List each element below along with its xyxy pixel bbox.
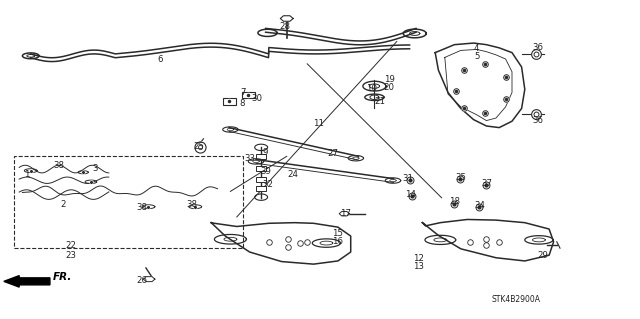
Text: 36: 36 xyxy=(532,43,543,52)
Bar xyxy=(256,154,266,159)
Text: STK4B2900A: STK4B2900A xyxy=(492,295,541,304)
Text: 20: 20 xyxy=(383,83,395,92)
Text: 33: 33 xyxy=(244,154,255,163)
Text: 38: 38 xyxy=(136,203,148,212)
Text: 25: 25 xyxy=(193,142,204,151)
Polygon shape xyxy=(339,211,349,216)
Text: 14: 14 xyxy=(405,190,417,199)
Text: 31: 31 xyxy=(403,174,414,182)
Text: 18: 18 xyxy=(449,197,460,206)
Bar xyxy=(256,177,266,182)
Bar xyxy=(256,166,266,171)
Text: 36: 36 xyxy=(532,116,543,125)
Text: 4: 4 xyxy=(474,44,479,53)
Text: 32: 32 xyxy=(262,180,273,189)
Text: 23: 23 xyxy=(65,251,76,260)
Text: 7: 7 xyxy=(241,88,246,97)
Text: 21: 21 xyxy=(374,97,386,106)
Text: 17: 17 xyxy=(340,209,351,218)
Text: 35: 35 xyxy=(455,173,467,182)
Text: 2: 2 xyxy=(60,200,65,209)
Text: 38: 38 xyxy=(53,161,65,170)
Bar xyxy=(242,92,255,98)
Text: 15: 15 xyxy=(332,229,344,238)
Text: 26: 26 xyxy=(136,276,148,285)
Text: 8: 8 xyxy=(239,99,244,108)
Text: 22: 22 xyxy=(65,241,76,250)
Text: 10: 10 xyxy=(365,84,377,93)
Text: 16: 16 xyxy=(332,237,344,246)
Polygon shape xyxy=(143,277,155,282)
Bar xyxy=(256,186,266,191)
Bar xyxy=(223,98,236,105)
Text: 39: 39 xyxy=(260,167,271,176)
Text: 29: 29 xyxy=(538,251,548,260)
Text: 1: 1 xyxy=(24,170,29,179)
Text: 24: 24 xyxy=(287,170,299,179)
Text: 30: 30 xyxy=(252,94,263,103)
Text: 38: 38 xyxy=(186,200,198,209)
Text: 28: 28 xyxy=(279,22,291,31)
Text: 5: 5 xyxy=(474,52,479,61)
Bar xyxy=(14,156,243,248)
Text: 27: 27 xyxy=(327,149,339,158)
Text: 19: 19 xyxy=(384,75,394,84)
Text: 34: 34 xyxy=(474,201,486,210)
Text: FR.: FR. xyxy=(52,272,72,282)
Text: 13: 13 xyxy=(413,262,424,271)
Text: 37: 37 xyxy=(481,179,492,188)
FancyArrow shape xyxy=(4,276,50,287)
Text: 9: 9 xyxy=(263,148,268,157)
Polygon shape xyxy=(280,16,293,21)
Text: 6: 6 xyxy=(157,55,163,63)
Text: 3: 3 xyxy=(92,164,97,173)
Text: 12: 12 xyxy=(413,254,424,263)
Text: 11: 11 xyxy=(313,119,324,128)
